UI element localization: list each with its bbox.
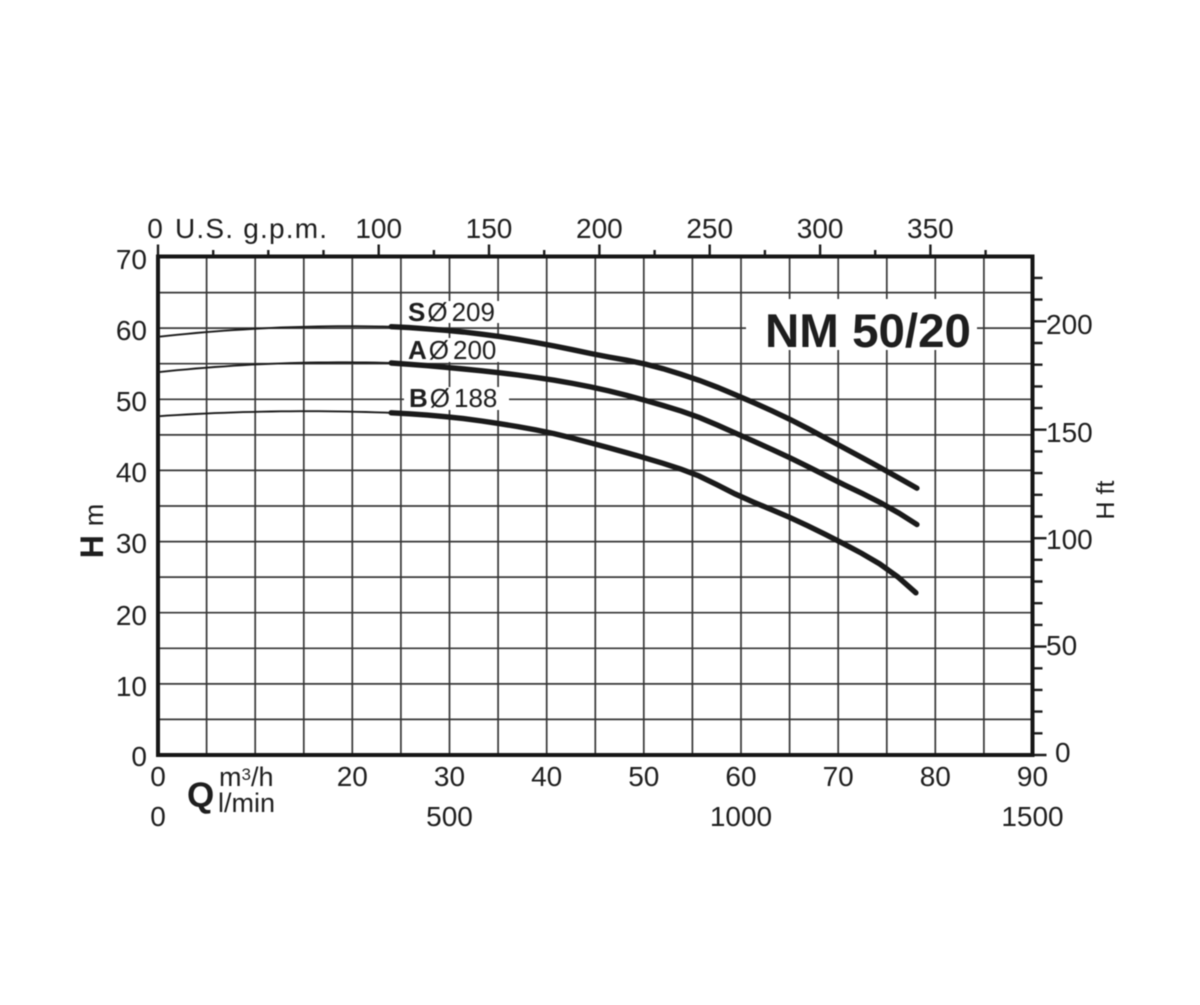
svg-text:0: 0	[150, 761, 166, 792]
svg-text:80: 80	[920, 761, 951, 792]
svg-text:20: 20	[116, 600, 147, 631]
svg-text:250: 250	[686, 213, 733, 244]
svg-text:20: 20	[337, 761, 368, 792]
svg-text:70: 70	[823, 761, 854, 792]
svg-text:50: 50	[1046, 630, 1077, 661]
svg-text:0: 0	[1055, 737, 1071, 768]
svg-text:0: 0	[150, 801, 166, 832]
svg-text:U.S. g.p.m.: U.S. g.p.m.	[175, 213, 328, 244]
svg-text:70: 70	[116, 244, 147, 275]
svg-text:40: 40	[116, 457, 147, 488]
svg-text:60: 60	[725, 761, 756, 792]
svg-text:150: 150	[466, 213, 513, 244]
svg-text:0: 0	[131, 741, 147, 772]
svg-text:350: 350	[907, 213, 954, 244]
svg-text:500: 500	[426, 801, 473, 832]
svg-text:50: 50	[116, 386, 147, 417]
svg-text:30: 30	[116, 528, 147, 559]
svg-text:200: 200	[1046, 309, 1093, 340]
svg-text:200: 200	[576, 213, 623, 244]
svg-text:100: 100	[355, 213, 402, 244]
svg-text:100: 100	[1046, 524, 1093, 555]
svg-text:0: 0	[147, 213, 163, 244]
svg-text:90: 90	[1017, 761, 1048, 792]
svg-text:150: 150	[1046, 417, 1093, 448]
svg-text:H m: H m	[74, 504, 110, 559]
svg-text:300: 300	[797, 213, 844, 244]
svg-text:H ft: H ft	[1092, 481, 1120, 520]
svg-text:50: 50	[628, 761, 659, 792]
svg-text:30: 30	[434, 761, 465, 792]
svg-text:1500: 1500	[1001, 801, 1063, 832]
svg-text:NM 50/20: NM 50/20	[765, 305, 971, 358]
svg-text:1000: 1000	[710, 801, 772, 832]
svg-text:Q: Q	[187, 776, 214, 815]
svg-text:l/min: l/min	[218, 788, 275, 818]
svg-text:40: 40	[531, 761, 562, 792]
svg-text:60: 60	[116, 315, 147, 346]
svg-text:10: 10	[116, 671, 147, 702]
